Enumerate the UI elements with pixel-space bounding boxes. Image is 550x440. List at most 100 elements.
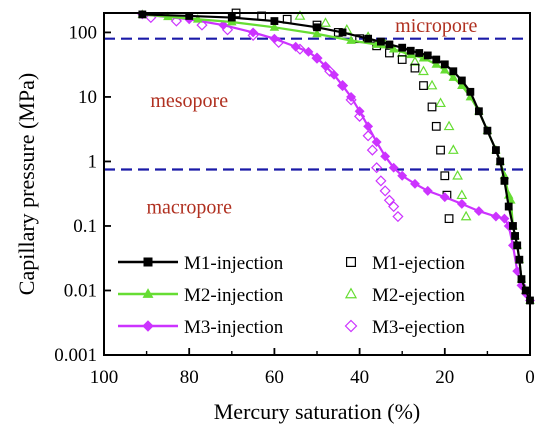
data-point: [409, 56, 421, 66]
region-label-mesopore: mesopore: [150, 90, 228, 112]
data-point: [517, 275, 526, 284]
data-point: [192, 14, 203, 23]
x-tick-label: 0: [525, 367, 535, 388]
legend-marker: [344, 287, 358, 299]
data-point: [426, 79, 438, 90]
data-point: [440, 60, 449, 69]
region-label-macropore: macropore: [146, 197, 232, 219]
data-point: [447, 144, 459, 154]
region-labels: micropore mesopore macropore: [146, 15, 477, 218]
data-point: [346, 35, 356, 44]
data-point: [248, 27, 259, 38]
legend-marker: [143, 257, 153, 267]
y-tick-label: 0.001: [54, 345, 97, 366]
data-point: [397, 55, 407, 64]
data-point: [418, 65, 429, 76]
x-tick-label: 20: [435, 367, 454, 388]
data-point: [388, 200, 400, 213]
data-point: [383, 194, 396, 206]
data-point: [427, 102, 437, 112]
data-point: [269, 22, 280, 31]
y-tick-label: 100: [69, 22, 98, 43]
y-tick-label: 1: [88, 151, 98, 172]
data-point: [436, 145, 445, 155]
data-point: [227, 13, 236, 22]
data-point: [218, 20, 229, 31]
data-point: [456, 198, 467, 209]
data-point: [515, 255, 524, 264]
data-point: [379, 185, 391, 197]
data-point: [410, 63, 420, 73]
data-point: [457, 76, 466, 85]
y-tick-label: 0.1: [73, 216, 97, 237]
series-M1-injection: [138, 10, 534, 305]
data-point: [511, 232, 519, 240]
data-point: [490, 211, 501, 222]
data-point: [354, 106, 365, 117]
legend-item-M2-ejection: M2-ejection: [344, 285, 465, 306]
boundary-lines: [104, 37, 530, 171]
data-point: [473, 206, 484, 217]
data-point: [444, 214, 454, 224]
region-label-micropore: micropore: [395, 15, 477, 37]
data-point: [499, 213, 510, 224]
data-point: [466, 87, 475, 96]
legend-label: M2-injection: [184, 285, 284, 306]
data-point: [435, 97, 446, 108]
data-point: [338, 28, 347, 37]
y-tick-label: 10: [78, 87, 97, 108]
legend-item-M3-injection: M3-injection: [118, 317, 284, 338]
data-point: [423, 51, 432, 60]
data-point: [385, 48, 394, 58]
data-point: [448, 72, 459, 81]
legend-label: M1-ejection: [372, 253, 465, 274]
data-point: [329, 69, 339, 80]
x-tick-label: 40: [350, 367, 369, 388]
data-point: [380, 151, 391, 162]
data-point: [449, 67, 458, 76]
x-axis-title: Mercury saturation (%): [214, 399, 420, 424]
series-M3-ejection: [145, 11, 404, 223]
data-point: [377, 37, 385, 46]
data-point: [496, 157, 505, 166]
legend-marker: [346, 257, 357, 268]
data-point: [443, 120, 455, 131]
data-point: [431, 59, 442, 68]
data-point: [312, 53, 322, 64]
legend-label: M3-ejection: [372, 317, 465, 338]
legend-marker: [142, 288, 154, 298]
legend-item-M1-injection: M1-injection: [118, 253, 284, 274]
series-layer: [137, 8, 535, 306]
data-point: [415, 49, 424, 57]
data-point: [371, 162, 383, 174]
data-point: [364, 34, 373, 43]
legend-label: M1-injection: [184, 253, 284, 274]
data-point: [397, 170, 408, 181]
data-point: [346, 91, 357, 102]
data-point: [422, 185, 433, 196]
data-point: [320, 61, 331, 72]
data-point: [392, 210, 404, 223]
data-point: [457, 80, 467, 89]
series-M1-ejection: [231, 8, 454, 224]
x-tick-label: 60: [265, 367, 284, 388]
data-point: [303, 46, 314, 57]
data-point: [406, 46, 415, 55]
data-point: [290, 41, 301, 52]
data-point: [388, 44, 399, 53]
data-point: [431, 121, 441, 131]
data-point: [492, 146, 500, 154]
data-point: [419, 81, 428, 90]
x-tick-label: 80: [180, 367, 199, 388]
data-point: [410, 178, 420, 189]
data-point: [375, 175, 387, 187]
data-point: [170, 15, 183, 27]
legend-marker: [344, 319, 358, 333]
data-point: [521, 286, 530, 295]
data-point: [456, 189, 468, 200]
axis-ticks: 100 80 60 40 20 0 0.001 0.01 0.1 1 10 100: [54, 22, 535, 388]
y-axis-title: Capillary pressure (MPa): [14, 73, 39, 295]
data-point: [366, 144, 378, 156]
data-point: [138, 10, 147, 19]
